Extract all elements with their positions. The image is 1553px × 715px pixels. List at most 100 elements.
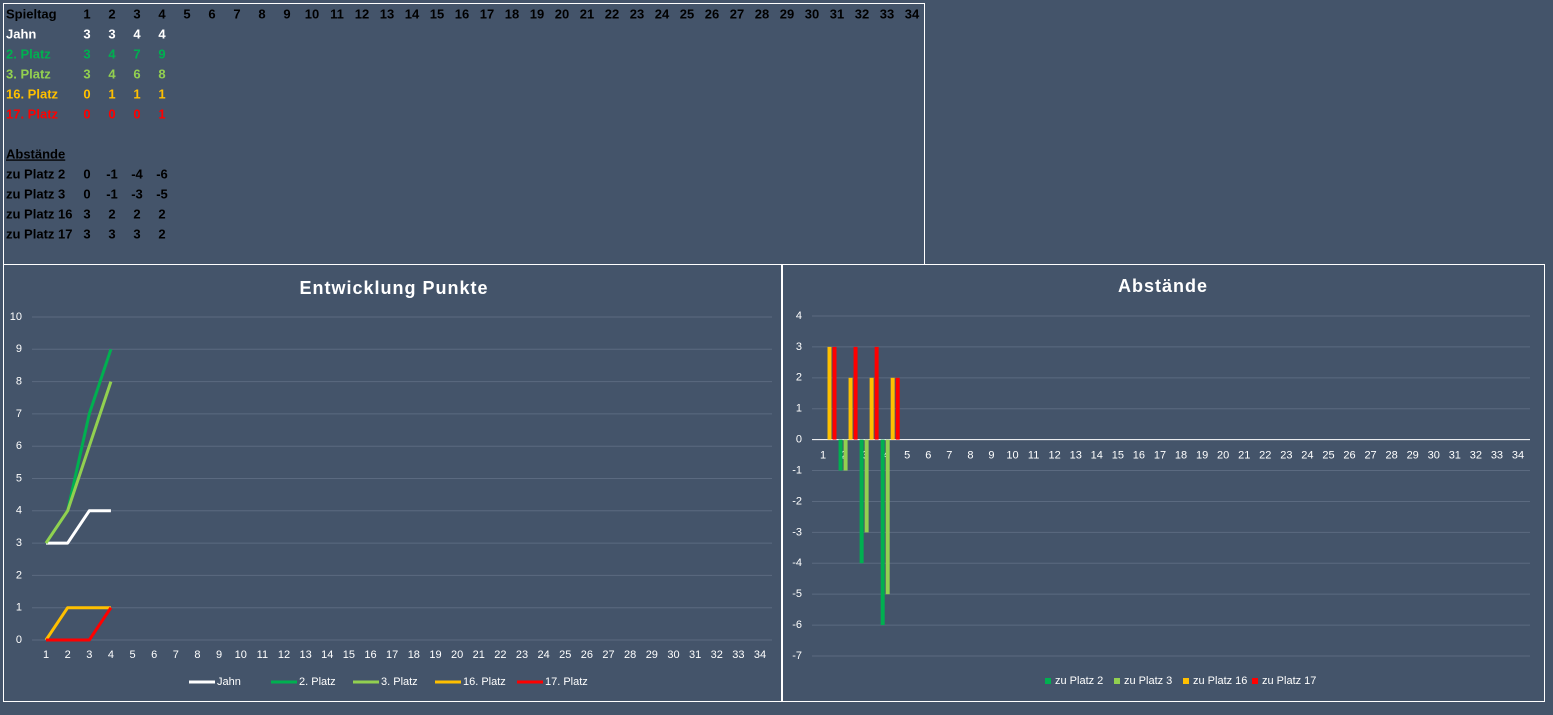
cell: 1: [133, 86, 140, 101]
cell: 2: [158, 226, 165, 241]
header-cell: 1: [83, 6, 90, 21]
series-line: [44, 606, 111, 641]
x-tick-label: 33: [1491, 450, 1503, 462]
y-tick-label: 1: [796, 403, 802, 415]
y-tick-label: 10: [10, 311, 22, 323]
cell: 0: [83, 86, 90, 101]
x-tick-label: 7: [173, 649, 179, 661]
cell: 3: [83, 206, 90, 221]
x-tick-label: 15: [1112, 450, 1124, 462]
cell: 0: [83, 106, 90, 121]
bar: [864, 439, 869, 533]
y-tick-label: 2: [16, 569, 22, 581]
header-cell: 7: [233, 6, 240, 21]
x-tick-label: 26: [581, 649, 593, 661]
bar: [890, 377, 895, 440]
header-cell: 15: [430, 6, 444, 21]
x-tick-label: 13: [300, 649, 312, 661]
x-tick-label: 1: [820, 450, 826, 462]
header-cell: 27: [730, 6, 744, 21]
x-tick-label: 29: [646, 649, 658, 661]
cell: 3: [108, 226, 115, 241]
bar: [895, 377, 900, 440]
row-label: zu Platz 3: [6, 186, 65, 201]
x-tick-label: 18: [1175, 450, 1187, 462]
cell: 3: [83, 226, 90, 241]
cell: 0: [133, 106, 140, 121]
x-tick-label: 11: [1028, 450, 1039, 462]
cell: 1: [158, 86, 165, 101]
legend-label: 17. Platz: [545, 676, 588, 688]
header-cell: 26: [705, 6, 719, 21]
x-tick-label: 16: [1133, 450, 1145, 462]
y-tick-label: 3: [16, 537, 22, 549]
x-tick-label: 34: [754, 649, 766, 661]
y-tick-label: 7: [16, 408, 22, 420]
bar: [885, 439, 890, 595]
y-tick-label: 4: [796, 310, 802, 322]
x-tick-label: 25: [1322, 450, 1334, 462]
x-tick-label: 29: [1407, 450, 1419, 462]
cell: 6: [133, 66, 140, 81]
y-tick-label: 1: [16, 602, 22, 614]
x-tick-label: 11: [257, 649, 268, 661]
x-tick-label: 22: [1259, 450, 1271, 462]
cell: 2: [158, 206, 165, 221]
x-tick-label: 8: [967, 450, 973, 462]
cell: -1: [106, 166, 118, 181]
cell: 2: [108, 206, 115, 221]
y-tick-label: -4: [792, 557, 802, 569]
x-tick-label: 21: [473, 649, 485, 661]
legend-label: zu Platz 16: [1193, 675, 1247, 687]
header-cell: 30: [805, 6, 819, 21]
x-tick-label: 27: [602, 649, 614, 661]
legend-swatch: [1114, 678, 1120, 684]
cell: 3: [108, 26, 115, 41]
x-tick-label: 24: [1301, 450, 1313, 462]
legend-label: zu Platz 3: [1124, 675, 1172, 687]
row-label: 17. Platz: [6, 106, 59, 121]
y-tick-label: 0: [796, 434, 802, 446]
header-cell: 17: [480, 6, 494, 21]
cell: 2: [133, 206, 140, 221]
header-cell: 5: [183, 6, 190, 21]
section-label: Abstände: [6, 146, 65, 161]
header-cell: 16: [455, 6, 469, 21]
x-tick-label: 12: [1049, 450, 1061, 462]
legend-label: 16. Platz: [463, 676, 506, 688]
x-tick-label: 31: [689, 649, 701, 661]
y-tick-label: -3: [792, 526, 802, 538]
bar: [848, 377, 853, 440]
row-label: zu Platz 16: [6, 206, 72, 221]
x-tick-label: 24: [538, 649, 550, 661]
legend-swatch: [1045, 678, 1051, 684]
cell: 3: [83, 66, 90, 81]
y-tick-label: 5: [16, 472, 22, 484]
x-tick-label: 28: [1386, 450, 1398, 462]
bar: [869, 377, 874, 440]
x-tick-label: 14: [321, 649, 333, 661]
y-tick-label: -5: [792, 588, 802, 600]
header-cell: 24: [655, 6, 670, 21]
cell: 4: [133, 26, 141, 41]
x-tick-label: 28: [624, 649, 636, 661]
header-cell: 21: [580, 6, 594, 21]
header-cell: 13: [380, 6, 394, 21]
cell: -4: [131, 166, 143, 181]
x-tick-label: 2: [65, 649, 71, 661]
x-tick-label: 17: [386, 649, 398, 661]
cell: 1: [158, 106, 165, 121]
header-cell: 9: [283, 6, 290, 21]
y-tick-label: 4: [16, 505, 22, 517]
x-tick-label: 5: [129, 649, 135, 661]
x-tick-label: 32: [711, 649, 723, 661]
row-label: 2. Platz: [6, 46, 51, 61]
chart-title: Entwicklung Punkte: [299, 278, 488, 298]
x-tick-label: 7: [946, 450, 952, 462]
cell: 1: [108, 86, 115, 101]
header-cell: 4: [158, 6, 166, 21]
x-tick-label: 4: [108, 649, 114, 661]
legend-swatch: [1252, 678, 1258, 684]
x-tick-label: 5: [904, 450, 910, 462]
